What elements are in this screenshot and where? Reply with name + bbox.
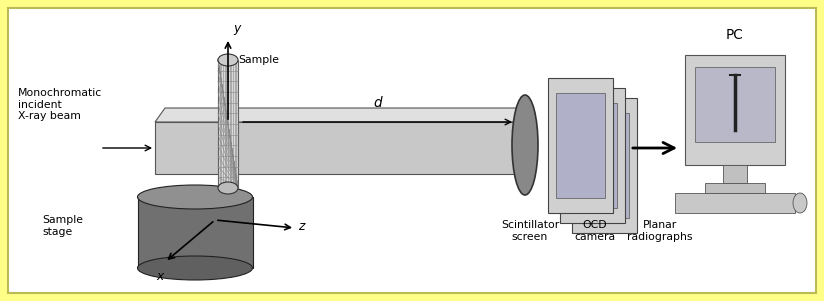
Text: Sample
stage: Sample stage	[42, 215, 83, 237]
Polygon shape	[515, 108, 525, 174]
Text: x: x	[157, 270, 164, 283]
Ellipse shape	[218, 182, 238, 194]
FancyBboxPatch shape	[675, 193, 795, 213]
Text: Monochromatic
incident
X-ray beam: Monochromatic incident X-ray beam	[18, 88, 102, 121]
Ellipse shape	[138, 185, 252, 209]
FancyBboxPatch shape	[568, 103, 617, 208]
FancyBboxPatch shape	[572, 98, 637, 233]
Polygon shape	[155, 122, 515, 174]
Ellipse shape	[512, 95, 538, 195]
Text: Sample: Sample	[238, 55, 279, 65]
FancyBboxPatch shape	[560, 88, 625, 223]
FancyBboxPatch shape	[218, 60, 238, 188]
Polygon shape	[155, 108, 525, 122]
Text: z: z	[298, 219, 304, 232]
FancyBboxPatch shape	[548, 78, 613, 213]
Text: PC: PC	[726, 28, 744, 42]
Text: Scintillator
screen: Scintillator screen	[501, 220, 559, 242]
Ellipse shape	[218, 54, 238, 66]
FancyBboxPatch shape	[138, 197, 253, 268]
Ellipse shape	[793, 193, 807, 213]
Text: y: y	[233, 22, 241, 35]
FancyBboxPatch shape	[685, 55, 785, 165]
FancyBboxPatch shape	[580, 113, 629, 218]
Text: d: d	[374, 96, 382, 110]
FancyBboxPatch shape	[695, 67, 775, 142]
Text: Planar
radiographs: Planar radiographs	[627, 220, 693, 242]
FancyBboxPatch shape	[723, 165, 747, 183]
FancyBboxPatch shape	[556, 93, 605, 198]
Ellipse shape	[138, 256, 252, 280]
Text: OCD
camera: OCD camera	[574, 220, 616, 242]
FancyBboxPatch shape	[705, 183, 765, 193]
FancyBboxPatch shape	[8, 8, 816, 293]
